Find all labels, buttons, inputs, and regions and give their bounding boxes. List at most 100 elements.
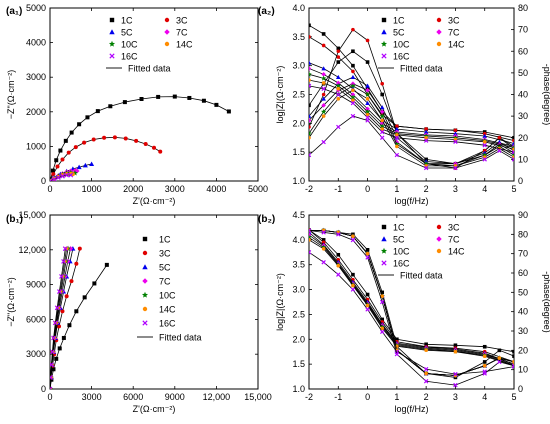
panel-b2-ytick-label: 1.0 (292, 384, 305, 394)
panel-a2-series-16C (309, 83, 514, 171)
panel-b2-legend-swatch-3C (436, 224, 442, 230)
panel-b2-legend-label: 14C (448, 247, 465, 257)
panel-b2-phase-point-16C (453, 382, 458, 388)
panel-b2-phase-fit-line-14C (309, 230, 514, 376)
panel-a2-logZ-point-3C (351, 69, 355, 74)
panel-a2-logZ-point-16C (423, 138, 429, 143)
panel-b2-logZ-point-16C (379, 329, 385, 335)
panel-a2-ytick-label: 1.5 (292, 147, 305, 157)
panel-a2-logZ-point-14C (365, 112, 370, 117)
panel-b1-series-16C (50, 246, 68, 389)
panel-a2-logZ-point-3C (482, 131, 487, 136)
panel-b1-point-3C (69, 279, 74, 284)
panel-a2-logZ-point-14C (351, 98, 355, 103)
panel-a1-point-3C (82, 140, 87, 145)
panel-b1-legend-swatch-16C (142, 320, 148, 326)
panel-a2-y2tick-label: 60 (518, 46, 528, 56)
panel-a2-logZ-point-7C (350, 92, 356, 97)
panel-a2-logZ-point-3C (395, 124, 399, 129)
panel-a2-phase-point-10C (350, 83, 356, 89)
panel-a1-point-1C (214, 102, 219, 107)
panel-a2-y2tick-label: 30 (518, 111, 528, 121)
panel-a1-x-axis-label: Z'(Ω·cm⁻²) (133, 196, 176, 206)
panel-b2-legend-label: 10C (393, 247, 410, 257)
panel-b2-y-axis-label: log|Z|(Ω·cm⁻²) (275, 273, 285, 331)
panel-b2-legend-swatch-14C (436, 248, 442, 254)
panel-a1-legend-label: 10C (121, 40, 138, 50)
panel-a2-legend-swatch-5C (381, 29, 387, 35)
panel-a2-phase-point-3C (336, 49, 341, 54)
panel-b2-logZ-point-14C (351, 283, 355, 288)
panel-a2-legend-label: 10C (393, 40, 410, 50)
panel-b1-point-16C (50, 386, 53, 389)
panel-a2-ytick-label: 2.0 (292, 118, 305, 128)
panel-b1-xtick-label: 3000 (82, 392, 102, 402)
panel-a2-phase-point-5C (321, 96, 326, 101)
panel-a1-legend-swatch-5C (109, 29, 115, 35)
panel-a2-logZ-point-14C (309, 78, 311, 82)
panel-b1-legend-swatch-1C (142, 236, 148, 242)
panel-a2-phase-point-16C (423, 165, 429, 171)
panel-b2-logZ-point-14C (321, 247, 326, 251)
panel-b2-phase-fit-line-16C (309, 230, 514, 386)
panel-b1-x-axis-label: Z'(Ω·cm⁻²) (133, 404, 176, 414)
panel-b2-y2tick-label: 10 (518, 365, 528, 375)
panel-a1-point-3C (91, 137, 96, 142)
panel-a1-legend (106, 17, 170, 69)
panel-a1-point-1C (201, 98, 206, 103)
panel-a2-ytick-label: 4.0 (292, 3, 305, 13)
panel-b2-phase-point-16C (423, 379, 429, 384)
panel-b1-legend-label: 3C (159, 249, 171, 259)
panel-a2-series-3C (309, 27, 514, 170)
panel-a1-ytick-label: 1000 (26, 141, 46, 151)
panel-a2-legend-swatch-3C (436, 17, 442, 23)
panel-a1-legend-label: Fitted data (128, 64, 171, 74)
panel-a2-logZ-point-16C (511, 149, 514, 155)
panel-a2-logZ-point-5C (321, 66, 326, 71)
panel-b1-point-1C (104, 262, 109, 267)
panel-a2-phase-point-10C (309, 130, 312, 136)
panel-a2-xtick-label: 1 (394, 184, 399, 194)
panel-a1-ytick-label: 5000 (26, 3, 46, 13)
panel-b2-logZ-point-16C (350, 287, 356, 292)
panel-b2-legend-label: 1C (393, 223, 405, 233)
panel-b1-point-3C (60, 309, 65, 314)
panel-a2-y2tick-label: 80 (518, 3, 528, 13)
panel-b2-y2-axis-label: -phase(degree) (542, 271, 550, 333)
panel-a2-plot-area (309, 23, 514, 171)
panel-b2-logZ-point-16C (453, 371, 458, 377)
panel-a1-point-14C (70, 172, 75, 177)
panel-a2-logZ-point-16C (336, 92, 341, 97)
panel-b2-logZ-point-14C (380, 326, 385, 331)
panel-a1-point-3C (134, 138, 139, 143)
panel-a2-ytick-label: 2.5 (292, 90, 305, 100)
panel-a2-y-axis-label: log|Z|(Ω·cm⁻²) (275, 66, 285, 124)
panel-b2-xtick-label: 3 (453, 392, 458, 402)
panel-a2-phase-fit-line-10C (309, 85, 514, 167)
panel-a2-phase-point-14C (380, 118, 385, 123)
panel-b1-ytick-label: 3000 (26, 349, 46, 359)
panel-b2-y2tick-label: 70 (518, 249, 528, 259)
panel-a1-point-5C (89, 161, 95, 167)
panel-b2-phase-point-14C (380, 294, 385, 299)
panel-a2-phase-point-10C (320, 109, 327, 115)
panel-b2-logZ-point-1C (424, 342, 428, 347)
panel-a2-phase-point-7C (309, 118, 312, 123)
panel-b2-logZ-point-14C (482, 354, 487, 358)
panel-a2-phase-point-16C (379, 135, 385, 140)
panel-b1-legend-label: 14C (159, 305, 176, 315)
panel-a1-point-1C (63, 138, 68, 143)
panel-b1-point-16C (57, 289, 62, 294)
panel-b2-ytick-label: 4.5 (292, 210, 305, 220)
panel-a2-y2tick-label: 40 (518, 90, 528, 100)
panel-a2-phase-point-1C (309, 103, 311, 108)
panel-a1-point-3C (143, 141, 148, 146)
panel-b2-logZ-point-1C (336, 252, 341, 257)
panel-a2-phase-fit-line-16C (309, 115, 514, 169)
panel-a2-logZ-point-7C (309, 66, 312, 71)
panel-b2-phase-point-14C (482, 364, 487, 368)
panel-b1-point-1C (51, 367, 56, 372)
panel-b2-phase-point-16C (321, 230, 326, 235)
panel-b2-xtick-label: 1 (394, 392, 399, 402)
panel-b1-series-1C (50, 262, 109, 389)
